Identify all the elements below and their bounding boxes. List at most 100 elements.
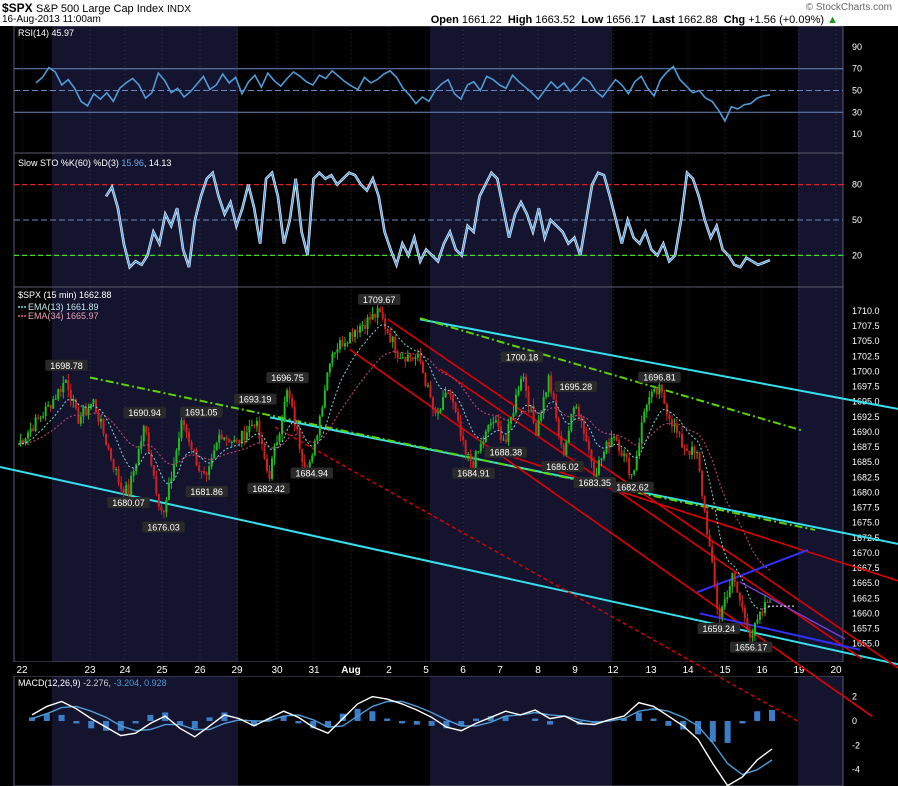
candle-body: [293, 406, 296, 426]
candle-body: [728, 586, 731, 598]
sto-y-tick-label: 20: [852, 250, 862, 260]
candle-body: [608, 441, 611, 448]
candle-body: [72, 398, 75, 402]
candle-body: [346, 343, 349, 345]
candle-body: [582, 420, 585, 434]
sto-k-value: 15.96: [121, 158, 144, 168]
candle-body: [117, 469, 120, 483]
candle-body: [228, 438, 231, 443]
price-label-box: [697, 623, 740, 635]
candle-body: [203, 471, 206, 474]
candle-body: [193, 449, 196, 451]
price-y-tick-label: 1662.5: [852, 593, 880, 603]
candle-body: [487, 425, 490, 432]
candle-body: [580, 415, 583, 421]
candle-body: [122, 488, 125, 495]
price-y-tick-label: 1700.0: [852, 366, 880, 376]
candle-body: [545, 392, 548, 397]
candle-body: [180, 420, 183, 439]
candle-body: [240, 430, 243, 444]
candle-body: [600, 458, 603, 461]
x-tick-label: 15: [719, 665, 731, 676]
candle-body: [52, 399, 55, 409]
candle-body: [414, 357, 417, 360]
candle-body: [404, 357, 407, 362]
candle-body: [502, 439, 505, 441]
candle-body: [645, 404, 648, 412]
candle-body: [140, 441, 143, 449]
macd-histogram-bar: [487, 716, 494, 721]
candle-body: [437, 412, 440, 414]
candle-body: [39, 417, 42, 419]
candle-body: [323, 389, 326, 408]
macd-y-tick-label: 2: [852, 692, 857, 702]
macd-histogram-bar: [413, 720, 420, 725]
x-axis-band: [0, 662, 898, 676]
rsi-legend: RSI(14) 45.97: [18, 28, 74, 38]
candle-body: [688, 450, 691, 455]
x-tick-label: 22: [16, 665, 28, 676]
candle-body: [223, 437, 226, 440]
candle-body: [517, 390, 520, 395]
macd-histogram-bar: [502, 716, 509, 721]
x-tick-label: 29: [231, 665, 243, 676]
channel-red-2: [387, 318, 898, 669]
watermark: © StockCharts.com: [805, 2, 892, 13]
candle-body: [160, 506, 163, 511]
candle-body: [155, 475, 158, 495]
price-label-box: [611, 481, 654, 493]
x-tick-label: 8: [535, 665, 541, 676]
candle-body: [230, 442, 233, 444]
candle-body: [268, 470, 271, 479]
macd-histogram-bar: [206, 717, 213, 721]
price-label-box: [45, 359, 88, 371]
chart-title: $SPX S&P 500 Large Cap Index INDX: [2, 1, 191, 15]
price-label-box: [142, 521, 185, 533]
candle-body: [34, 417, 37, 432]
candle-body: [640, 422, 643, 444]
x-tick-label: 14: [682, 665, 694, 676]
candle-body: [557, 418, 560, 436]
candle-body: [132, 471, 135, 476]
candle-body: [769, 601, 771, 603]
candle-body: [482, 441, 485, 445]
x-tick-label: 12: [607, 665, 619, 676]
candle-body: [668, 414, 671, 420]
channel-red-1: [509, 455, 898, 582]
price-y-tick-label: 1707.5: [852, 321, 880, 331]
candle-body: [356, 330, 359, 333]
price-label: 1709.67: [363, 295, 396, 305]
candle-body: [399, 358, 402, 360]
price-y-tick-label: 1685.0: [852, 457, 880, 467]
price-y-tick-label: 1702.5: [852, 351, 880, 361]
candle-body: [396, 352, 399, 359]
candle-body: [102, 418, 105, 434]
price-y-tick-label: 1695.0: [852, 397, 880, 407]
candle-body: [560, 435, 563, 445]
price-y-tick-label: 1657.5: [852, 624, 880, 634]
candle-body: [271, 458, 274, 479]
macd-histogram-bar: [73, 720, 80, 724]
x-tick-label: 31: [308, 665, 320, 676]
macd-histogram-bar: [265, 718, 272, 721]
macd-histogram-bar: [103, 720, 109, 731]
macd-histogram-bar: [399, 720, 405, 724]
candle-body: [643, 411, 646, 423]
candle-body: [550, 375, 553, 393]
macd-y-tick-label: -2: [852, 740, 860, 750]
trend-cyan-upper: [419, 318, 898, 410]
candle-body: [454, 402, 457, 412]
candle-body: [288, 390, 291, 399]
candle-body: [338, 340, 341, 350]
candle-body: [419, 353, 422, 362]
candle-body: [376, 308, 379, 318]
candle-body: [406, 354, 409, 362]
candle-body: [706, 510, 709, 536]
candle-body: [170, 478, 173, 483]
candle-body: [354, 330, 357, 337]
candle-body: [753, 622, 756, 636]
x-tick-label: 7: [497, 665, 503, 676]
price-y-tick-label: 1667.5: [852, 563, 880, 573]
candle-body: [74, 398, 77, 409]
candle-body: [303, 461, 306, 468]
